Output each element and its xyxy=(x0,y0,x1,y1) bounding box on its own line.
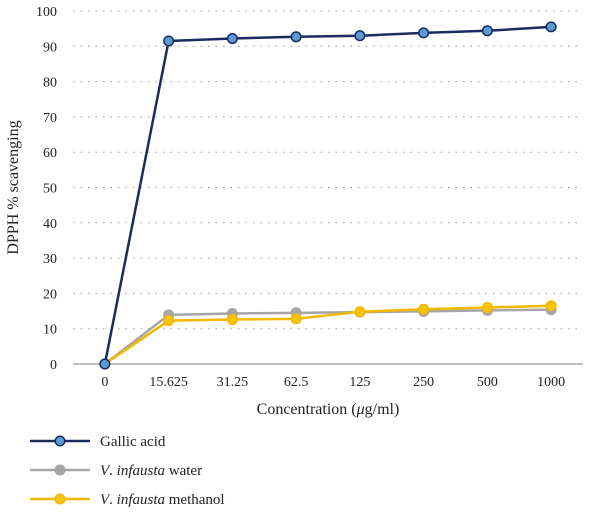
data-point xyxy=(226,313,238,326)
data-point xyxy=(545,21,557,33)
y-tick-label: 100 xyxy=(36,5,57,20)
legend-item: V. infausta water xyxy=(30,463,202,479)
x-tick-label: 1000 xyxy=(537,375,565,390)
legend-label: Gallic acid xyxy=(100,434,166,450)
y-tick-label: 80 xyxy=(43,76,57,91)
data-point xyxy=(481,25,493,37)
x-tick-label: 500 xyxy=(477,375,498,390)
legend-label: V. infausta water xyxy=(100,463,202,479)
y-tick-label: 60 xyxy=(43,146,57,161)
y-tick-label: 20 xyxy=(43,287,57,302)
y-axis-title: DPPH % scavenging xyxy=(5,120,22,254)
y-tick-label: 90 xyxy=(43,40,57,55)
y-tick-label: 30 xyxy=(43,252,57,267)
x-tick-label: 125 xyxy=(349,375,370,390)
y-tick-label: 50 xyxy=(43,182,57,197)
data-point xyxy=(545,300,557,312)
legend-marker xyxy=(54,435,66,447)
legend-item: Gallic acid xyxy=(30,434,166,450)
x-axis-ticks: 0 15.625 31.25 62.5 125 250 500 1000 xyxy=(101,375,565,390)
gridlines xyxy=(73,10,583,330)
y-axis-ticks: 0 10 20 30 40 50 60 70 80 90 100 xyxy=(36,5,57,373)
legend-marker xyxy=(54,464,66,476)
series-line xyxy=(103,25,552,365)
data-point xyxy=(418,303,430,315)
series xyxy=(99,21,557,370)
data-point xyxy=(163,35,175,47)
legend-marker xyxy=(54,493,66,505)
y-tick-label: 10 xyxy=(43,323,57,338)
series-line xyxy=(104,304,552,366)
series-group xyxy=(99,21,557,370)
data-point xyxy=(354,30,366,42)
x-tick-label: 250 xyxy=(413,375,434,390)
x-axis-title: Concentration (μg/ml) xyxy=(257,401,400,418)
data-point xyxy=(354,306,366,318)
legend: Gallic acid V. infausta water V. infausta … xyxy=(30,434,225,508)
y-tick-label: 40 xyxy=(43,217,57,232)
y-tick-label: 0 xyxy=(50,358,57,373)
x-tick-label: 15.625 xyxy=(149,375,188,390)
data-point xyxy=(290,313,302,325)
x-tick-label: 62.5 xyxy=(284,375,309,390)
x-tick-label: 31.25 xyxy=(217,375,249,390)
data-point xyxy=(226,32,238,45)
data-point xyxy=(418,27,430,39)
data-point xyxy=(99,358,111,370)
legend-label: V. infausta methanol xyxy=(100,492,225,508)
legend-item: V. infausta methanol xyxy=(30,492,225,508)
data-point xyxy=(481,301,493,314)
data-point xyxy=(290,31,302,43)
data-point xyxy=(163,315,175,327)
x-tick-label: 0 xyxy=(101,375,108,390)
y-tick-label: 70 xyxy=(43,111,57,126)
series-line xyxy=(104,308,552,365)
